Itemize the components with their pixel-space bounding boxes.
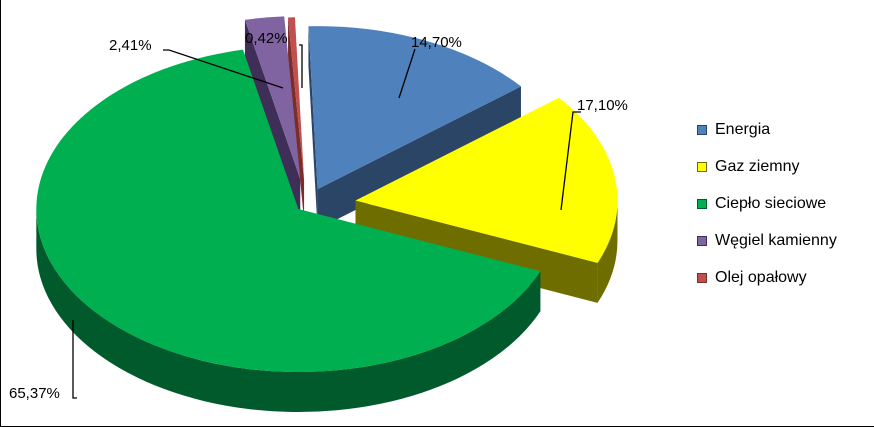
legend-label-wegiel-kamienny: Węgiel kamienny xyxy=(715,232,837,249)
data-label-wegiel-kamienny: 2,41% xyxy=(109,37,152,54)
legend-item-gaz-ziemny: Gaz ziemny xyxy=(697,155,837,179)
data-label-gaz-ziemny: 17,10% xyxy=(577,97,628,114)
legend-item-olej-opalowy: Olej opałowy xyxy=(697,266,837,290)
data-label-olej-opalowy: 0,42% xyxy=(245,30,288,47)
leader-line-energia xyxy=(398,48,416,99)
pie-cut-energia xyxy=(308,26,318,230)
pie-slice-olej-opalowy xyxy=(288,17,305,181)
legend-item-wegiel-kamienny: Węgiel kamienny xyxy=(697,229,837,253)
legend-item-cieplo-sieciowe: Ciepło sieciowe xyxy=(697,192,837,216)
pie-cut-olej-opalowy xyxy=(288,17,305,221)
pie-slice-wegiel-kamienny xyxy=(244,16,301,180)
data-label-cieplo-sieciowe: 65,37% xyxy=(9,385,60,402)
leader-line-olej-opalowy xyxy=(299,44,303,88)
leader-line-wegiel-kamienny xyxy=(163,49,284,89)
pie-cut-wegiel-kamienny xyxy=(244,19,301,220)
pie-sides xyxy=(36,17,618,412)
legend-label-energia: Energia xyxy=(715,121,771,138)
legend-label-gaz-ziemny: Gaz ziemny xyxy=(715,158,800,175)
pie-slice-cieplo-sieciowe xyxy=(36,49,541,372)
data-label-energia: 14,70% xyxy=(411,34,462,51)
data-labels: 14,70% 17,10% 65,37% 2,41% 0,42% xyxy=(9,30,628,402)
legend-swatch-olej-opalowy xyxy=(697,273,707,283)
pie-tops xyxy=(36,16,618,372)
legend-swatch-energia xyxy=(697,125,707,135)
legend-swatch-gaz-ziemny xyxy=(697,162,707,172)
pie-slice-gaz-ziemny xyxy=(355,97,618,263)
pie-cut-energia xyxy=(317,86,521,230)
legend-swatch-wegiel-kamienny xyxy=(697,236,707,246)
legend: Energia Gaz ziemny Ciepło sieciowe Węgie… xyxy=(697,118,837,303)
pie-side-gaz-ziemny xyxy=(597,200,618,303)
legend-label-cieplo-sieciowe: Ciepło sieciowe xyxy=(715,195,827,212)
pie-slice-energia xyxy=(308,26,521,190)
legend-item-energia: Energia xyxy=(697,118,837,142)
pie-side-cieplo-sieciowe xyxy=(36,208,541,412)
leader-line-cieplo-sieciowe xyxy=(72,320,77,399)
leader-line-gaz-ziemny xyxy=(560,111,581,211)
legend-label-olej-opalowy: Olej opałowy xyxy=(715,269,807,286)
legend-swatch-cieplo-sieciowe xyxy=(697,199,707,209)
